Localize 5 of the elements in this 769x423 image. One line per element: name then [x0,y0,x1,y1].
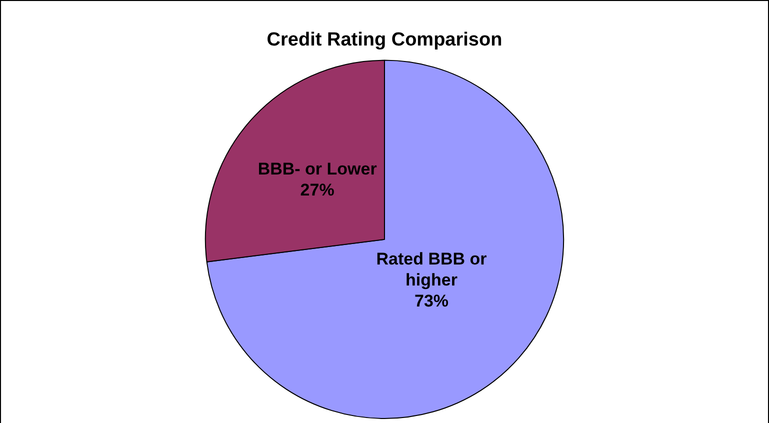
data-label: 27% [300,180,334,200]
chart-title: Credit Rating Comparison [266,30,502,51]
data-label: 73% [414,292,449,311]
slice-label: Rated BBB or higher [376,250,488,290]
slice-label: BBB- or Lower [258,159,378,178]
